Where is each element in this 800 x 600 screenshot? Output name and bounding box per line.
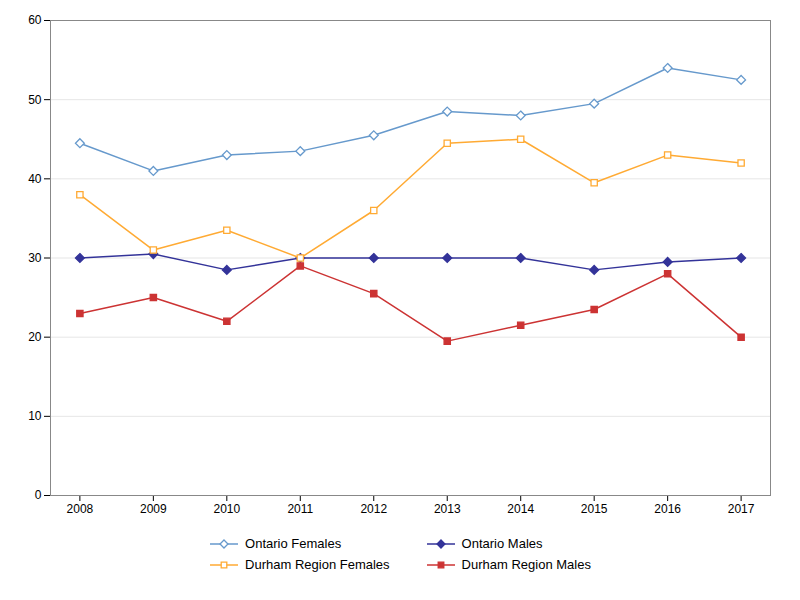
- svg-text:2015: 2015: [581, 502, 608, 516]
- svg-text:10: 10: [28, 409, 42, 423]
- svg-text:0: 0: [35, 488, 42, 502]
- svg-text:40: 40: [28, 172, 42, 186]
- svg-text:50: 50: [28, 93, 42, 107]
- svg-text:2013: 2013: [434, 502, 461, 516]
- svg-text:2009: 2009: [140, 502, 167, 516]
- svg-text:30: 30: [28, 251, 42, 265]
- svg-text:2017: 2017: [728, 502, 755, 516]
- svg-text:2014: 2014: [507, 502, 534, 516]
- html-text:Durham Region Females: Durham Region Females: [245, 557, 390, 572]
- html-text:Durham Region Males: Durham Region Males: [461, 557, 591, 572]
- svg-text:2012: 2012: [360, 502, 387, 516]
- svg-text:2011: 2011: [287, 502, 313, 516]
- html-text:Ontario Males: Ontario Males: [461, 536, 543, 551]
- svg-text:2008: 2008: [67, 502, 94, 516]
- svg-text:20: 20: [28, 330, 42, 344]
- html-text:Ontario Females: Ontario Females: [245, 536, 342, 551]
- svg-text:2016: 2016: [654, 502, 681, 516]
- svg-text:60: 60: [28, 13, 42, 27]
- svg-text:2010: 2010: [213, 502, 240, 516]
